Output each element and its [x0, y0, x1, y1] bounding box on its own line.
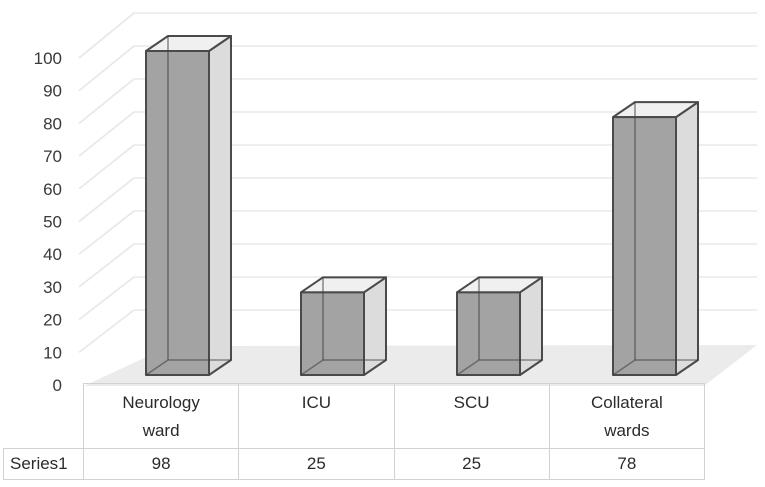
table-cell-category: ICU [238, 383, 394, 448]
y-axis-tick-label: 30 [43, 278, 62, 297]
y-axis-tick-label: 20 [43, 311, 62, 330]
y-axis-tick-label: 50 [43, 213, 62, 232]
side-wall-gridline [78, 309, 135, 354]
bar-neurology-ward [145, 35, 232, 376]
bar-side-face [208, 35, 232, 376]
series-name-label: Series1 [10, 454, 68, 473]
side-wall-gridline [78, 144, 135, 190]
category-label: ICU [301, 393, 332, 412]
side-wall-gridline [78, 12, 135, 59]
bar-front-face [145, 50, 210, 376]
bar-hidden-edge [300, 359, 324, 376]
value-label: 98 [151, 454, 171, 473]
bar-front-face [612, 116, 677, 376]
bar-hidden-edge [145, 359, 169, 376]
table-cell-value: 98 [83, 448, 239, 480]
table-cell-category: SCU [393, 383, 549, 448]
table-cell-category: Collateral wards [548, 383, 705, 448]
bar-hidden-edge [456, 359, 480, 376]
data-table-value-row: Series1 98 25 25 78 [3, 448, 705, 480]
bar-front-face [456, 291, 521, 376]
category-label: SCU [453, 393, 490, 412]
y-axis-tick-label: 40 [43, 245, 62, 264]
bar-scu [456, 276, 543, 376]
value-label: 78 [617, 454, 637, 473]
table-cell-value: 25 [393, 448, 549, 480]
table-cell-series-name: Series1 [3, 448, 83, 480]
bar-icu [300, 276, 387, 376]
data-table-category-row: Neurology ward ICU SCU Collateral wards [83, 383, 705, 448]
value-label: 25 [462, 454, 482, 473]
side-wall-gridline [78, 111, 135, 157]
y-axis-tick-label: 10 [43, 343, 62, 362]
side-wall-gridline [78, 276, 135, 321]
value-label: 25 [306, 454, 326, 473]
table-cell-value: 25 [238, 448, 394, 480]
side-wall-gridline [78, 78, 135, 125]
side-wall-gridline [78, 243, 135, 288]
bar-side-face [675, 101, 699, 376]
y-axis-tick-label: 0 [53, 376, 62, 395]
bar-front-face [300, 291, 365, 376]
y-axis-tick-label: 100 [34, 49, 62, 68]
bar-collateral-wards [612, 101, 699, 376]
side-wall-gridline [78, 210, 135, 255]
table-cell-category: Neurology ward [83, 383, 239, 448]
category-label: Neurology ward [122, 393, 200, 440]
chart-floor [84, 345, 757, 386]
bar-hidden-edge [612, 359, 636, 376]
y-axis-tick-label: 70 [43, 147, 62, 166]
side-wall-gridline [78, 45, 135, 92]
y-axis-tick-label: 90 [43, 82, 62, 101]
category-label: Collateral wards [590, 393, 663, 440]
side-wall-gridline [78, 177, 135, 223]
table-cell-value: 78 [548, 448, 705, 480]
y-axis-tick-label: 80 [43, 114, 62, 133]
y-axis-tick-label: 60 [43, 180, 62, 199]
